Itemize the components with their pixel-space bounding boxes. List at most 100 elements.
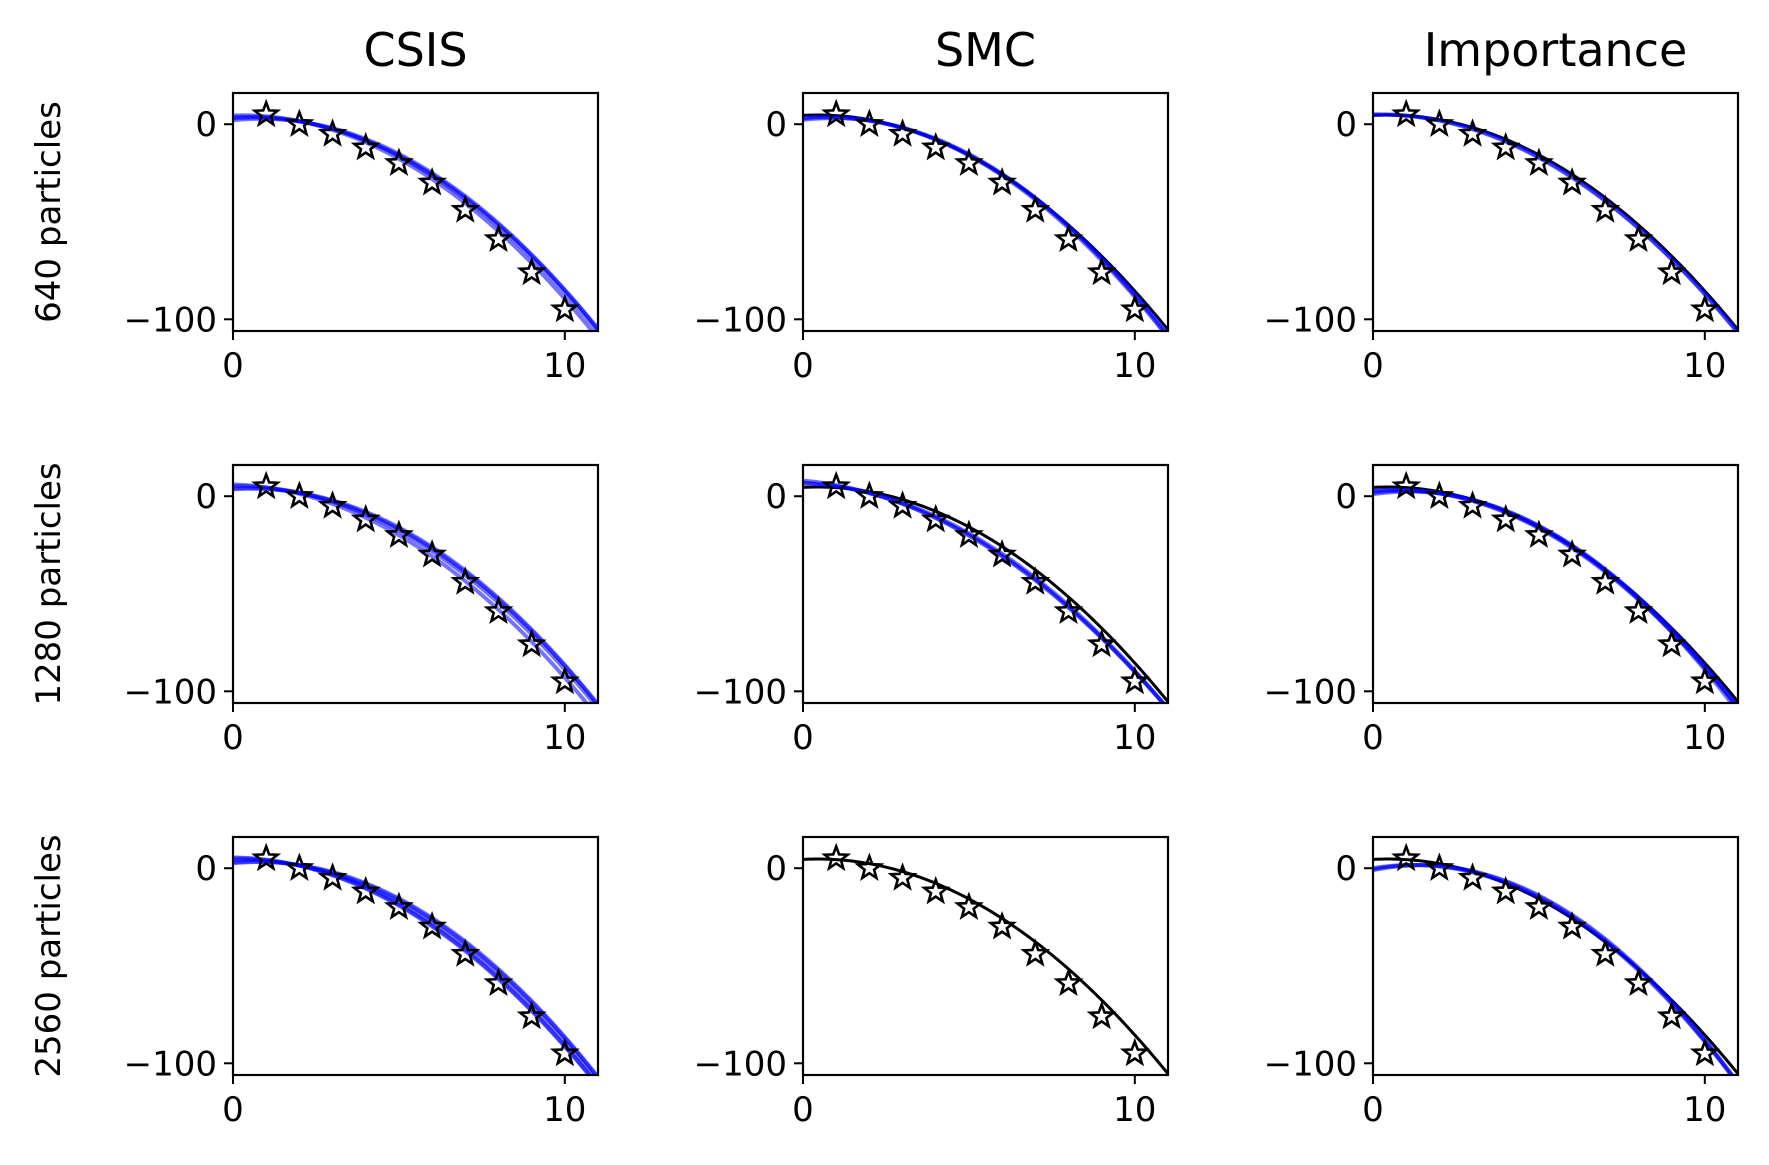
posterior-sample-line xyxy=(1373,488,1738,703)
true-curve-line xyxy=(803,857,1168,1075)
observation-star-marker xyxy=(1424,852,1455,881)
x-tick-label: 0 xyxy=(222,718,244,758)
observation-star-marker xyxy=(920,131,951,161)
observation-star-marker xyxy=(1490,503,1521,533)
true-curve-line xyxy=(1373,113,1738,331)
posterior-sample-line xyxy=(233,116,598,331)
observation-star-marker xyxy=(516,628,547,658)
observation-star-marker xyxy=(1689,665,1720,695)
observation-star-marker xyxy=(1590,566,1621,595)
y-tick-label: 0 xyxy=(765,105,787,145)
y-tick-label: −100 xyxy=(694,300,787,340)
x-tick-label: 0 xyxy=(222,346,244,386)
observation-star-marker xyxy=(854,108,885,137)
subplot-panel: 0 100−100 xyxy=(124,835,600,1130)
observation-star-marker xyxy=(1656,628,1687,658)
observation-star-marker xyxy=(1457,490,1488,519)
true-curve-line xyxy=(803,485,1168,703)
observation-star-marker xyxy=(317,490,348,519)
observation-star-marker xyxy=(1689,1037,1720,1067)
observation-star-marker xyxy=(920,875,951,905)
observation-star-marker xyxy=(350,131,381,161)
observation-star-marker xyxy=(987,166,1018,196)
posterior-sample-line xyxy=(803,481,1166,703)
observation-star-marker xyxy=(483,595,514,625)
y-tick-label: 0 xyxy=(195,477,217,517)
observation-star-marker xyxy=(317,862,348,891)
observation-star-marker xyxy=(1590,938,1621,967)
true-curve-line xyxy=(803,113,1168,331)
y-tick-label: −100 xyxy=(694,672,787,712)
observation-star-marker xyxy=(1656,256,1687,286)
y-tick-label: −100 xyxy=(694,1044,787,1084)
observation-star-marker xyxy=(417,910,448,940)
observation-star-marker xyxy=(953,519,984,548)
y-tick-label: −100 xyxy=(1264,300,1357,340)
x-tick-label: 10 xyxy=(543,1090,586,1130)
observation-star-marker xyxy=(1523,519,1554,548)
y-tick-label: 0 xyxy=(765,477,787,517)
row-label: 640 particles xyxy=(29,101,69,323)
y-tick-label: −100 xyxy=(124,672,217,712)
observation-star-marker xyxy=(417,538,448,568)
observation-star-marker xyxy=(887,862,918,891)
posterior-sample-line xyxy=(233,486,598,703)
observation-star-marker xyxy=(821,470,852,500)
row-label: 2560 particles xyxy=(29,834,69,1077)
column-title: SMC xyxy=(935,23,1036,77)
observation-star-marker xyxy=(483,967,514,997)
posterior-sample-line xyxy=(803,480,1166,703)
observation-star-marker xyxy=(887,490,918,519)
observation-star-marker xyxy=(284,480,315,509)
x-tick-label: 10 xyxy=(543,346,586,386)
observation-star-marker xyxy=(516,1000,547,1030)
axes-frame xyxy=(231,91,600,333)
observation-star-marker xyxy=(450,194,481,223)
posterior-sample-line xyxy=(1373,488,1738,703)
observation-star-marker xyxy=(1656,1000,1687,1030)
observation-star-marker xyxy=(1391,842,1422,872)
posterior-sample-line xyxy=(1373,862,1734,1075)
true-curve-line xyxy=(1373,485,1738,703)
x-tick-label: 0 xyxy=(792,1090,814,1130)
observation-star-marker xyxy=(549,1037,580,1067)
observation-star-marker xyxy=(317,118,348,147)
observation-star-marker xyxy=(350,503,381,533)
true-curve-line xyxy=(1373,857,1738,1075)
observation-star-marker xyxy=(1590,194,1621,223)
x-tick-label: 10 xyxy=(1683,346,1726,386)
observation-star-marker xyxy=(1053,223,1084,253)
y-tick-label: 0 xyxy=(1335,105,1357,145)
posterior-sample-line xyxy=(1373,487,1737,703)
y-tick-label: 0 xyxy=(765,849,787,889)
x-tick-label: 0 xyxy=(1362,718,1384,758)
observation-star-marker xyxy=(1053,595,1084,625)
posterior-sample-line xyxy=(233,484,597,703)
observation-star-marker xyxy=(821,842,852,872)
observation-star-marker xyxy=(1020,566,1051,595)
axes-frame xyxy=(1371,835,1740,1077)
posterior-sample-line xyxy=(803,478,1166,703)
subplot-panel: 0 100−100 xyxy=(124,463,600,758)
subplot-panel: 0 100−100 xyxy=(694,463,1170,758)
observation-star-marker xyxy=(383,519,414,548)
observation-star-marker xyxy=(1557,538,1588,568)
posterior-sample-line xyxy=(233,482,590,703)
observation-star-marker xyxy=(1020,938,1051,967)
observation-star-marker xyxy=(1457,118,1488,147)
observation-star-marker xyxy=(1490,131,1521,161)
posterior-sample-line xyxy=(803,116,1167,331)
posterior-sample-line xyxy=(1373,112,1738,331)
subplot-panel: 0 100−100 xyxy=(694,91,1170,386)
observation-star-marker xyxy=(1523,147,1554,176)
observation-star-marker xyxy=(1086,628,1117,658)
posterior-sample-line xyxy=(233,856,593,1075)
subplot-panel: 0 100−100 xyxy=(1264,835,1740,1130)
y-tick-label: 0 xyxy=(195,849,217,889)
observation-star-marker xyxy=(1424,480,1455,509)
observation-star-marker xyxy=(920,503,951,533)
observation-star-marker xyxy=(1689,293,1720,323)
posterior-sample-line xyxy=(233,486,598,703)
observation-star-marker xyxy=(483,223,514,253)
observation-star-marker xyxy=(383,891,414,920)
